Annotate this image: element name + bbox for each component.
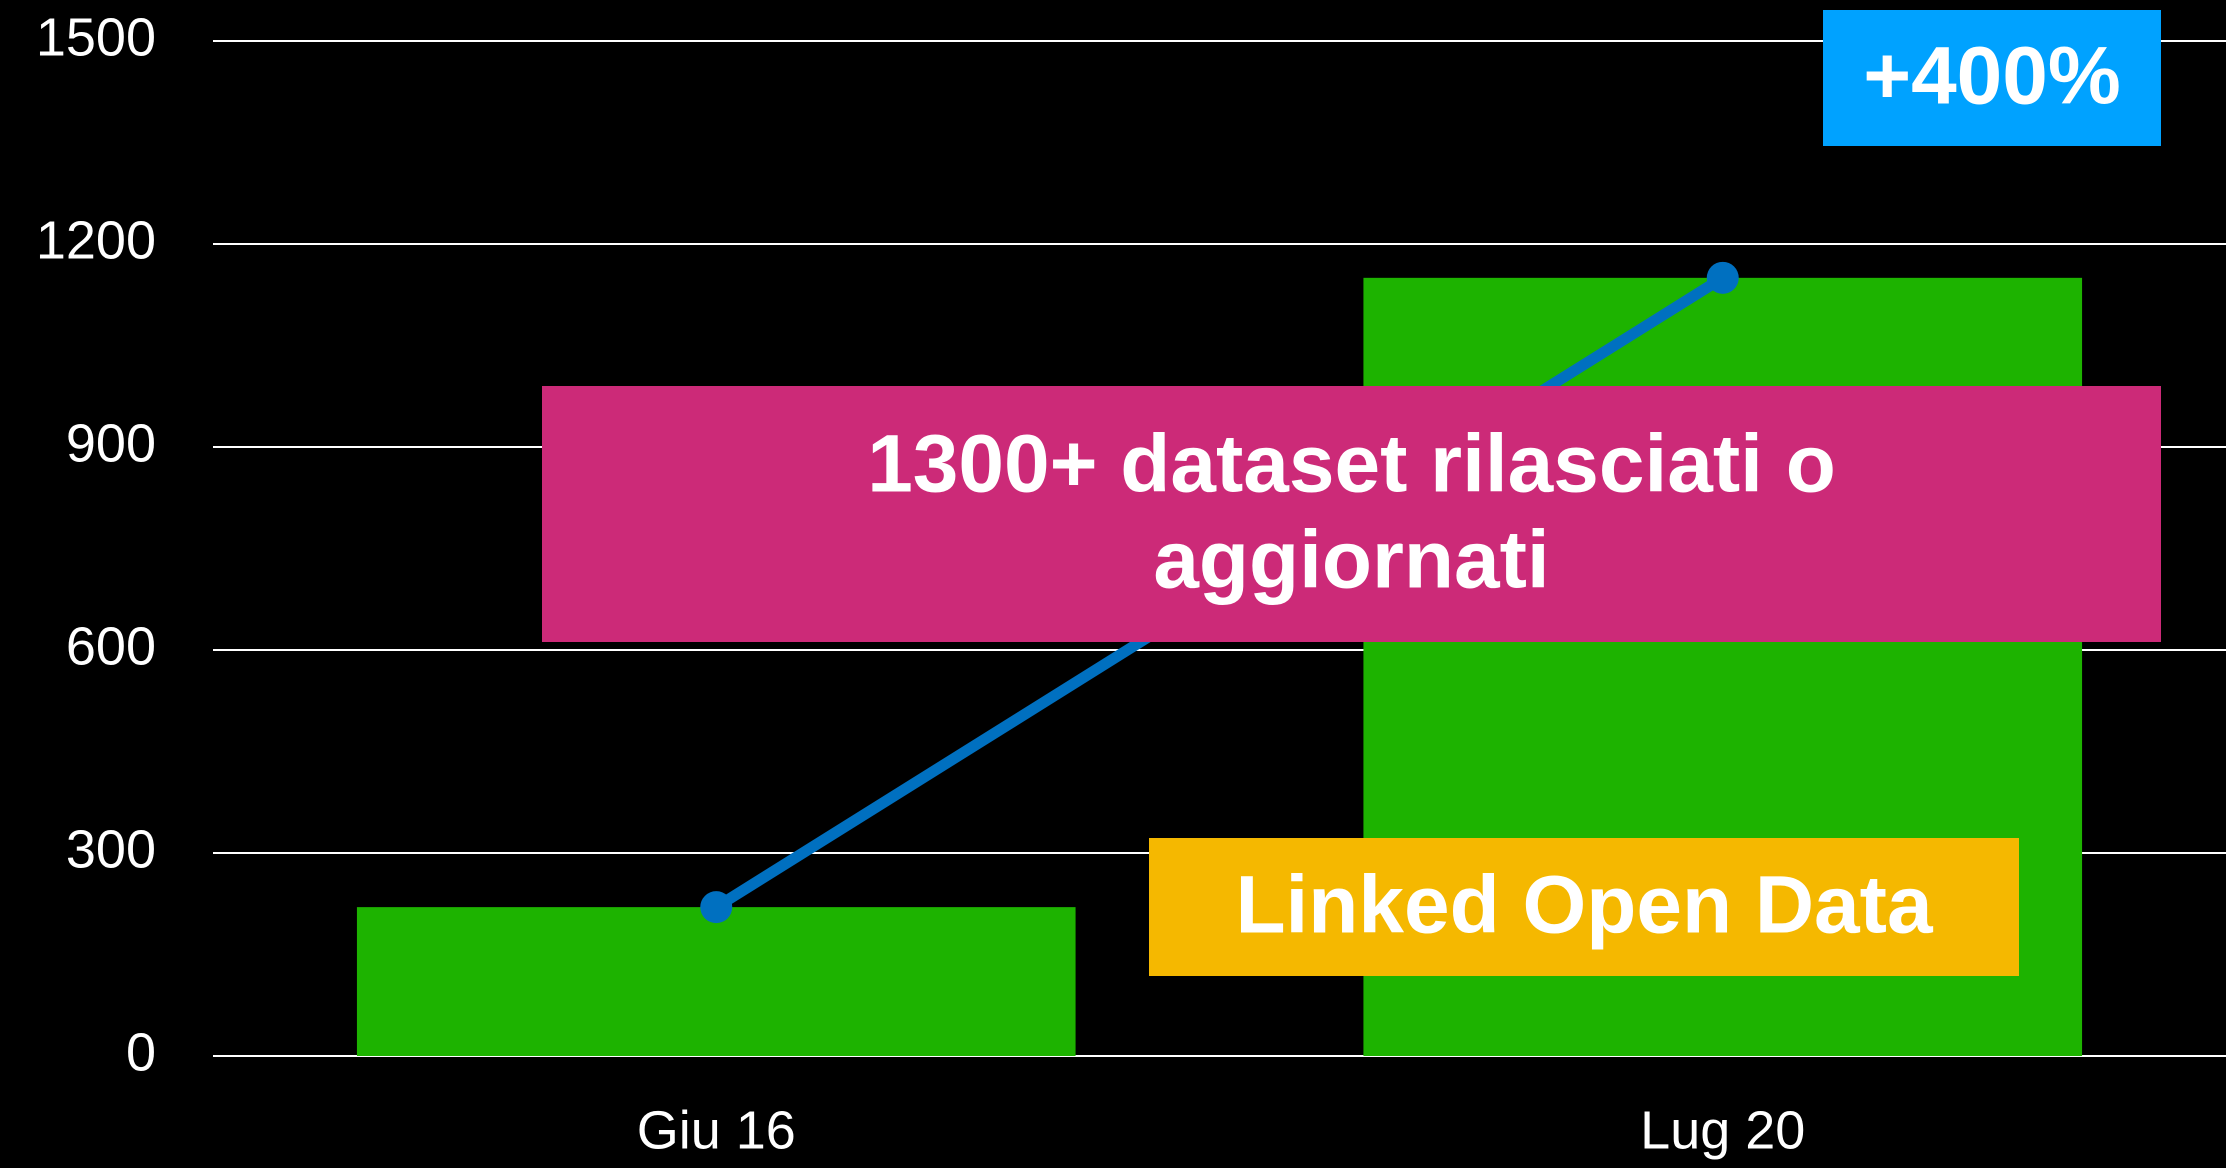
annotation-box [1823,10,2161,146]
y-tick-label: 900 [66,413,156,473]
line-point [1706,261,1739,294]
annotation-box [1149,838,2019,976]
annotation-box [542,386,2161,642]
y-tick-label: 1200 [36,210,156,270]
annotation-text: 1300+ dataset rilasciati o [867,419,1836,510]
annotation-text: Linked Open Data [1235,860,1934,951]
bar [356,907,1076,1056]
annotation-text: +400% [1863,31,2121,122]
annotation: Linked Open Data [1149,838,2019,976]
x-tick-label: Giu 16 [637,1100,796,1160]
line-point [700,891,733,924]
y-tick-label: 1500 [36,7,156,67]
x-tick-label: Lug 20 [1640,1100,1805,1160]
annotation: +400% [1823,10,2161,146]
y-tick-label: 300 [66,819,156,879]
annotation-text: aggiornati [1153,515,1549,606]
y-tick-label: 0 [126,1022,156,1082]
y-tick-label: 600 [66,616,156,676]
